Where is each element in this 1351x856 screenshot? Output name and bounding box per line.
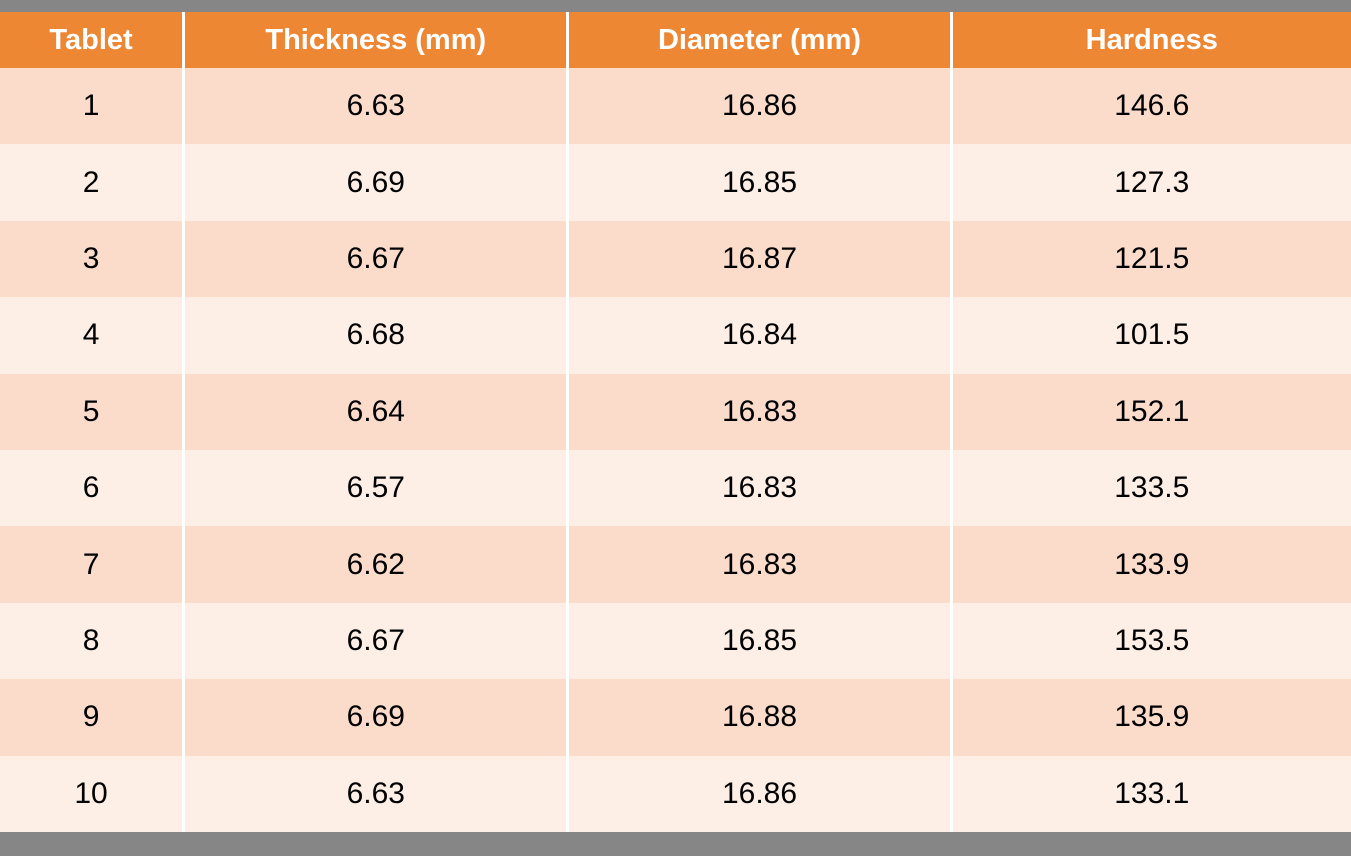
table-cell: 16.86 [566,755,952,832]
table-cell: 6.69 [182,679,568,756]
table-cell: 6.64 [182,373,568,450]
table-row: 8 6.67 16.85 153.5 [0,602,1351,680]
column-header-hardness: Hardness [949,12,1351,68]
table-cell: 1 [0,68,184,145]
table-cell: 6.68 [182,297,568,374]
table-row: 2 6.69 16.85 127.3 [0,144,1351,221]
table-cell: 121.5 [949,220,1351,298]
table-cell: 16.84 [566,297,952,374]
table-row: 7 6.62 16.83 133.9 [0,526,1351,603]
table-cell: 16.83 [566,449,952,527]
tablet-measurements-table: Tablet Thickness (mm) Diameter (mm) Hardnes… [0,12,1351,832]
table-row: 4 6.68 16.84 101.5 [0,297,1351,374]
table-cell: 6.63 [182,755,568,832]
table-body: 1 6.63 16.86 146.6 2 6.69 16.85 127.3 3 6.67 16.87… [0,68,1351,832]
table-cell: 6.69 [182,144,568,221]
table-cell: 16.86 [566,68,952,145]
table-cell: 8 [0,602,184,680]
table-cell: 133.1 [949,755,1351,832]
table-cell: 16.85 [566,144,952,221]
table-row: 10 6.63 16.86 133.1 [0,755,1351,832]
table-cell: 9 [0,679,184,756]
table-row: 3 6.67 16.87 121.5 [0,220,1351,298]
table-cell: 127.3 [949,144,1351,221]
table-row: 9 6.69 16.88 135.9 [0,679,1351,756]
table-cell: 133.9 [949,526,1351,603]
table-cell: 6.62 [182,526,568,603]
table-cell: 6.67 [182,220,568,298]
table-cell: 16.83 [566,526,952,603]
column-header-diameter-mm: Diameter (mm) [566,12,952,68]
table-cell: 16.83 [566,373,952,450]
table-cell: 101.5 [949,297,1351,374]
table-header: Tablet Thickness (mm) Diameter (mm) Hardnes… [0,12,1351,68]
table-cell: 16.88 [566,679,952,756]
column-header-tablet: Tablet [0,12,184,68]
table-row: 1 6.63 16.86 146.6 [0,68,1351,145]
table-cell: 6.67 [182,602,568,680]
table-cell: 153.5 [949,602,1351,680]
table-cell: 4 [0,297,184,374]
table-cell: 133.5 [949,449,1351,527]
table-row: 6 6.57 16.83 133.5 [0,449,1351,527]
table-cell: 5 [0,373,184,450]
table-cell: 6.57 [182,449,568,527]
table-row: 5 6.64 16.83 152.1 [0,373,1351,450]
table-cell: 6.63 [182,68,568,145]
column-header-thickness-mm: Thickness (mm) [182,12,568,68]
table-cell: 16.85 [566,602,952,680]
table-cell: 135.9 [949,679,1351,756]
table-cell: 6 [0,449,184,527]
table-cell: 152.1 [949,373,1351,450]
table-cell: 10 [0,755,184,832]
table-cell: 146.6 [949,68,1351,145]
table-cell: 7 [0,526,184,603]
table-cell: 2 [0,144,184,221]
header-row: Tablet Thickness (mm) Diameter (mm) Hardnes… [0,12,1351,68]
table-cell: 3 [0,220,184,298]
table-cell: 16.87 [566,220,952,298]
